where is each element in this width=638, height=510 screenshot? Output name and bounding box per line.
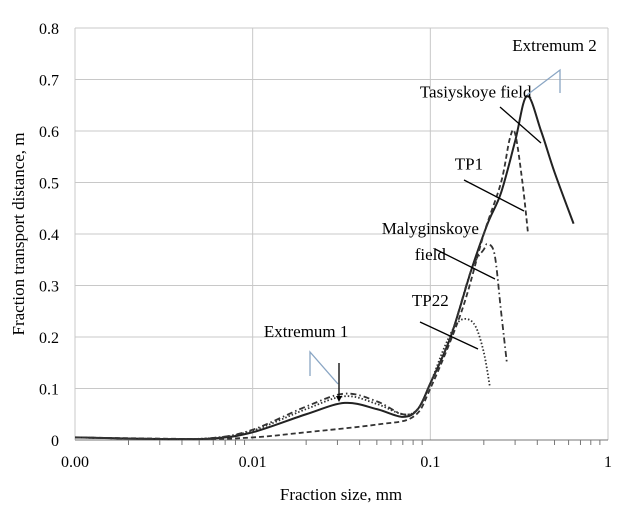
- leader-line: [434, 248, 496, 280]
- x-tick-label: 1: [604, 454, 612, 471]
- x-tick-label: 0.00: [61, 454, 89, 471]
- y-axis-label: Fraction transport distance, m: [9, 132, 28, 335]
- y-tick-label: 0.4: [39, 227, 59, 244]
- annotation-label: TP22: [412, 291, 449, 310]
- x-axis-label: Fraction size, mm: [280, 485, 402, 504]
- y-tick-label: 0.5: [39, 176, 59, 193]
- y-tick-label: 0.6: [39, 124, 59, 141]
- annotations: Extremum 2 Tasiyskoye field TP1 Malyginskoy…: [264, 36, 597, 402]
- annotation-label: Malyginskoye: [382, 219, 479, 238]
- y-tick-label: 0: [51, 433, 59, 450]
- annotation-label: field: [415, 245, 447, 264]
- arrow-head-icon: [336, 396, 342, 402]
- y-tick-label: 0.2: [39, 330, 59, 347]
- y-tick-label: 0.3: [39, 279, 59, 296]
- x-tick-label: 0.1: [420, 454, 440, 471]
- series-group: [74, 94, 575, 441]
- series-line-1: [74, 128, 529, 440]
- leader-line: [499, 106, 542, 144]
- axes: 0 0.1 0.2 0.3 0.4 0.5 0.6 0.7 0.8 0.00 0.01 0.1 1: [39, 21, 612, 471]
- x-tick-label: 0.01: [239, 454, 267, 471]
- y-tick-label: 0.7: [39, 73, 59, 90]
- annotation-label: Tasiyskoye field: [420, 83, 532, 102]
- grid: [74, 27, 609, 441]
- extremum-1-marker: [309, 350, 339, 385]
- annotation-label: TP1: [455, 155, 483, 174]
- series-line-0: [74, 94, 575, 441]
- extremum-2-marker: [526, 68, 561, 96]
- leader-line: [419, 321, 479, 350]
- leader-line: [463, 179, 525, 212]
- y-tick-label: 0.8: [39, 21, 59, 38]
- annotation-label: Extremum 1: [264, 322, 349, 341]
- series-line-2: [74, 243, 508, 440]
- annotation-label: Extremum 2: [512, 36, 597, 55]
- y-tick-label: 0.1: [39, 382, 59, 399]
